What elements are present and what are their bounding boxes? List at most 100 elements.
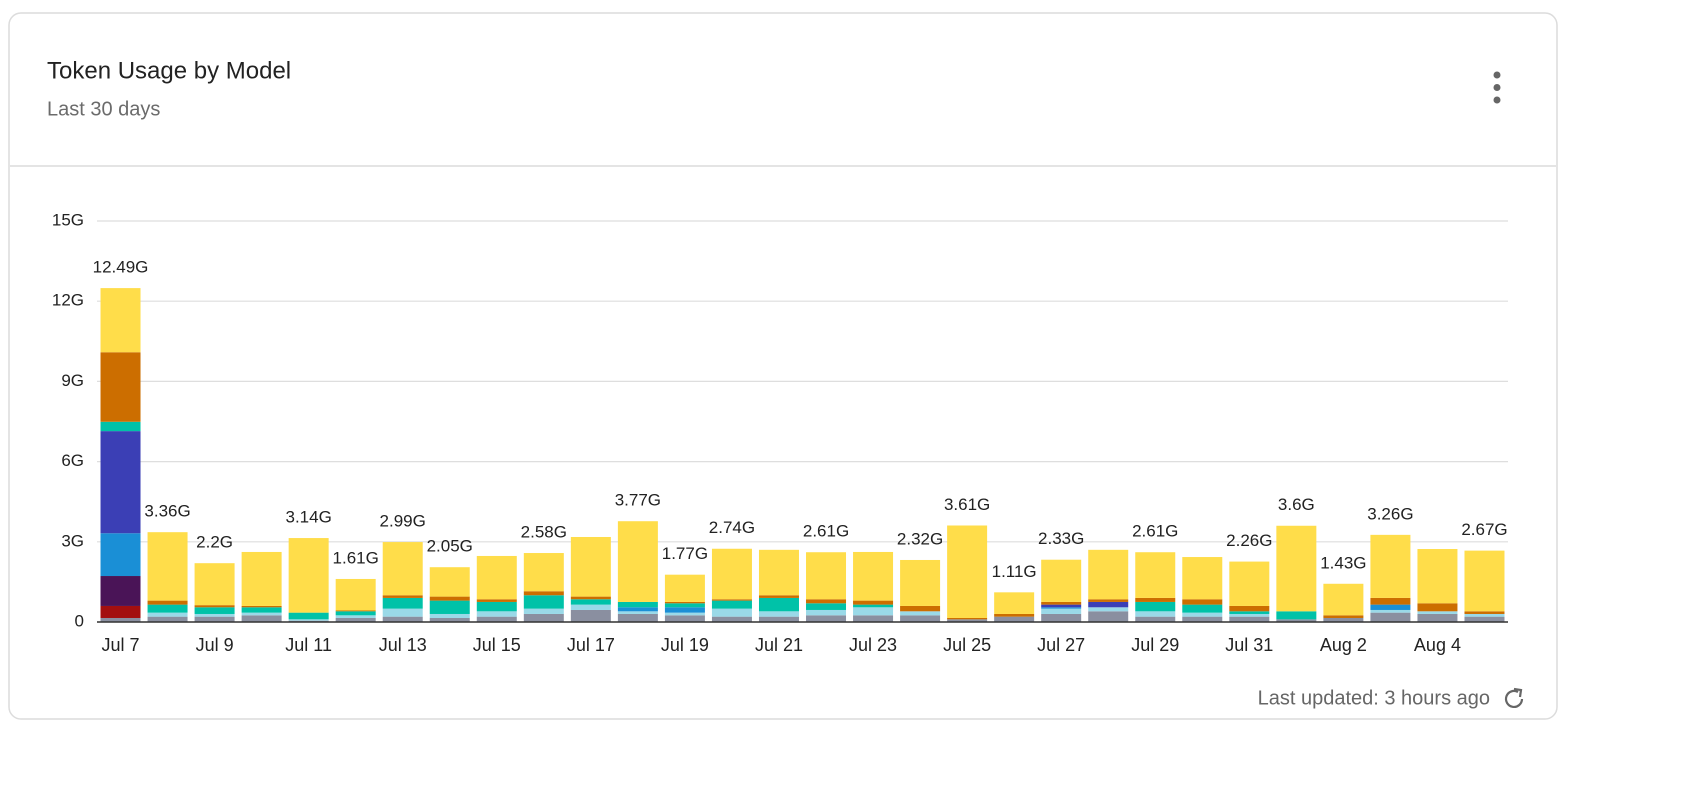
bar-segment: [523, 591, 564, 596]
bar-segment: [617, 521, 658, 602]
bar-segment: [664, 601, 705, 604]
x-tick-label: Jul 23: [849, 635, 897, 655]
x-tick-label: Jul 27: [1037, 635, 1085, 655]
bar-segment: [711, 600, 752, 609]
bar-segment: [1182, 604, 1223, 613]
x-tick-label: Jul 21: [755, 635, 803, 655]
bar-segment: [1229, 561, 1270, 606]
bar-segment: [1088, 549, 1129, 600]
bar-segment: [100, 605, 141, 618]
bar-segment: [758, 611, 799, 617]
total-label: 3.36G: [144, 502, 190, 521]
bar-segment: [100, 533, 141, 577]
chart-title: Token Usage by Model: [47, 57, 291, 84]
bar-segment: [476, 555, 517, 600]
bar-segment: [100, 431, 141, 534]
bar-segment: [194, 616, 235, 622]
bar-segment: [1041, 613, 1082, 622]
plot: 0 3G 6G 9G 12G 15G 12.49G Jul 7 3.36G 2.2G Jul 9 3.…: [52, 210, 1508, 655]
bar-segment: [1464, 550, 1505, 612]
bar-segment: [1041, 608, 1082, 614]
bar-segment: [1041, 559, 1082, 602]
bar-segment: [1370, 609, 1411, 613]
bar-segment: [617, 611, 658, 614]
bar-segment: [1417, 611, 1458, 614]
bar-segment: [711, 608, 752, 617]
bar-segment: [523, 595, 564, 609]
bar-segment: [429, 617, 470, 622]
total-label: 1.77G: [662, 544, 708, 563]
bar-segment: [1041, 601, 1082, 605]
x-tick-label: Aug 4: [1414, 635, 1461, 655]
bar-segment: [382, 542, 423, 596]
y-tick-label: 6G: [61, 451, 84, 470]
bar-segment: [288, 619, 329, 621]
bar-segment: [806, 615, 847, 622]
bar-segment: [1276, 525, 1317, 612]
bar-segment: [429, 600, 470, 614]
bar-segment: [1464, 616, 1505, 622]
bar-segment: [947, 617, 988, 620]
total-label: 2.58G: [521, 523, 567, 542]
bar-segment: [1182, 616, 1223, 622]
y-tick-label: 3G: [61, 531, 84, 550]
bar-segment: [1182, 557, 1223, 600]
bar-segment: [570, 599, 611, 605]
total-label: 12.49G: [93, 258, 149, 277]
bar-segment: [900, 611, 941, 616]
total-label: 2.61G: [1132, 522, 1178, 541]
bar-segment: [853, 615, 894, 622]
bar-segment: [241, 607, 282, 613]
bar-segment: [147, 532, 188, 601]
bar-segment: [1464, 613, 1505, 617]
bar-segment: [523, 613, 564, 622]
bar-segment: [758, 616, 799, 622]
bar-segment: [947, 619, 988, 622]
refresh-button[interactable]: [1504, 687, 1524, 708]
bar-segment: [335, 611, 376, 616]
bar-segment: [711, 548, 752, 600]
bar-segment: [1229, 616, 1270, 622]
bar-segment: [1041, 604, 1082, 608]
bar-segment: [476, 599, 517, 602]
bar-segment: [335, 617, 376, 622]
x-tick-label: Jul 7: [102, 635, 140, 655]
y-tick-label: 9G: [61, 371, 84, 390]
bar-segment: [1182, 612, 1223, 617]
bar-segment: [1370, 597, 1411, 605]
bar-segment: [335, 615, 376, 618]
x-tick-label: Jul 11: [285, 635, 332, 655]
bar-segment: [194, 613, 235, 617]
menu-dot[interactable]: [1493, 84, 1501, 91]
bar-segment: [758, 597, 799, 612]
bar-segment: [1370, 534, 1411, 598]
bar-segment: [382, 608, 423, 617]
total-label: 2.74G: [709, 518, 755, 537]
menu-dot[interactable]: [1493, 96, 1501, 104]
bar-segment: [429, 567, 470, 597]
menu-dot[interactable]: [1493, 71, 1501, 79]
total-label: 2.26G: [1226, 531, 1272, 550]
bar-segment: [241, 615, 282, 622]
total-label: 2.67G: [1461, 520, 1507, 539]
bar-segment: [100, 352, 141, 422]
bar-segment: [335, 610, 376, 612]
bar-segment: [853, 551, 894, 601]
bar-segment: [758, 595, 799, 598]
menu-button[interactable]: [1493, 71, 1501, 104]
bar-segment: [100, 421, 141, 432]
bar-segment: [1088, 611, 1129, 622]
bar-segment: [900, 615, 941, 622]
bar-segment: [1229, 611, 1270, 614]
total-label: 2.99G: [380, 512, 426, 531]
bar-segment: [1182, 599, 1223, 605]
bar-segment: [1276, 619, 1317, 622]
bar-segment: [476, 616, 517, 622]
refresh-icon[interactable]: [1504, 689, 1524, 708]
bar-segment: [523, 608, 564, 614]
bar-segment: [1229, 605, 1270, 612]
bar-segment: [147, 600, 188, 605]
bar-segment: [806, 603, 847, 610]
refresh-arrow[interactable]: [1513, 687, 1523, 698]
bar-segment: [853, 604, 894, 608]
